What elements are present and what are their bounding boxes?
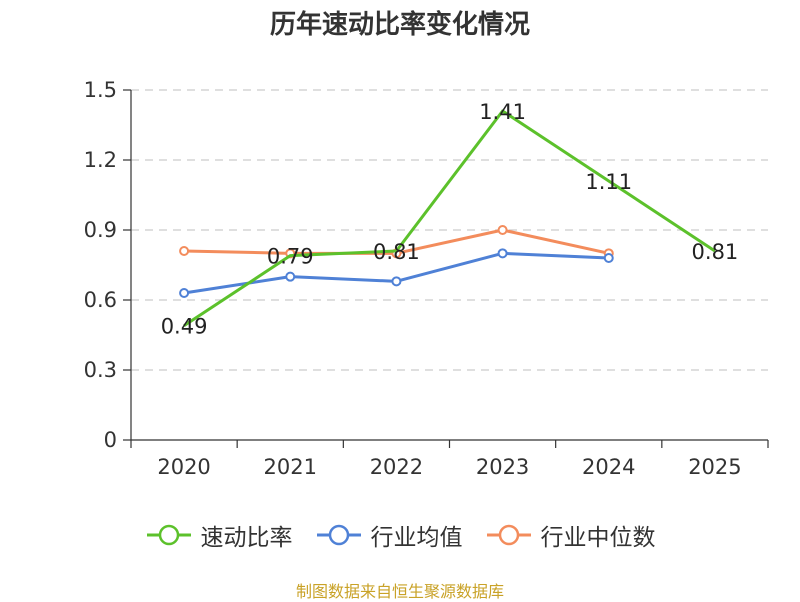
axes: 0 0.3 0.6 0.9 1.2 1.5 2020 2021 2022 2023 2024 2025: [84, 78, 769, 479]
data-label: 0.49: [161, 315, 208, 339]
legend-marker: [146, 524, 191, 546]
data-point: [285, 271, 296, 282]
data-point: [497, 248, 508, 259]
legend-label: 行业均值: [370, 525, 463, 551]
data-labels: 0.49 0.79 0.81 1.41 1.11 0.81: [161, 100, 739, 339]
legend-item-industry-median[interactable]: 行业中位数: [485, 518, 656, 552]
data-point: [391, 276, 402, 287]
x-tick-label: 2021: [264, 455, 317, 479]
data-label: 0.79: [267, 245, 314, 269]
legend-label: 行业中位数: [540, 525, 656, 551]
legend-item-industry-mean[interactable]: 行业均值: [315, 518, 463, 552]
data-point: [603, 253, 614, 263]
chart-title: 历年速动比率变化情况: [269, 10, 530, 40]
grid-lines: [131, 89, 768, 371]
y-tick-label: 0.3: [84, 358, 117, 382]
data-point: [497, 225, 508, 235]
source-note: 制图数据来自恒生聚源数据库: [295, 582, 504, 601]
series-line: [183, 109, 716, 327]
y-tick-label: 0.9: [84, 218, 117, 242]
series-group: [179, 109, 716, 327]
legend-item-quick-ratio[interactable]: 速动比率: [145, 518, 293, 552]
legend-label: 速动比率: [200, 525, 293, 551]
data-label: 1.11: [585, 170, 632, 194]
x-tick-label: 2020: [157, 455, 210, 479]
y-tick-label: 1.5: [84, 78, 117, 102]
x-tick-label: 2024: [582, 455, 635, 479]
data-label: 1.41: [479, 100, 526, 124]
data-point: [179, 246, 190, 256]
y-tick-label: 0.6: [84, 288, 117, 312]
legend-marker: [316, 524, 361, 546]
x-tick-label: 2022: [370, 455, 423, 479]
y-tick-label: 1.2: [84, 148, 117, 172]
legend: 速动比率 行业均值 行业中位数: [0, 518, 800, 552]
line-chart: 0 0.3 0.6 0.9 1.2 1.5 2020 2021 2022 2023 2024 2025…: [84, 78, 769, 479]
x-tick-label: 2023: [476, 455, 529, 479]
data-label: 0.81: [373, 240, 420, 264]
y-tick-label: 0: [104, 428, 117, 452]
x-tick-label: 2025: [688, 455, 741, 479]
legend-marker: [486, 524, 531, 546]
data-point: [179, 288, 190, 298]
data-label: 0.81: [692, 240, 739, 264]
